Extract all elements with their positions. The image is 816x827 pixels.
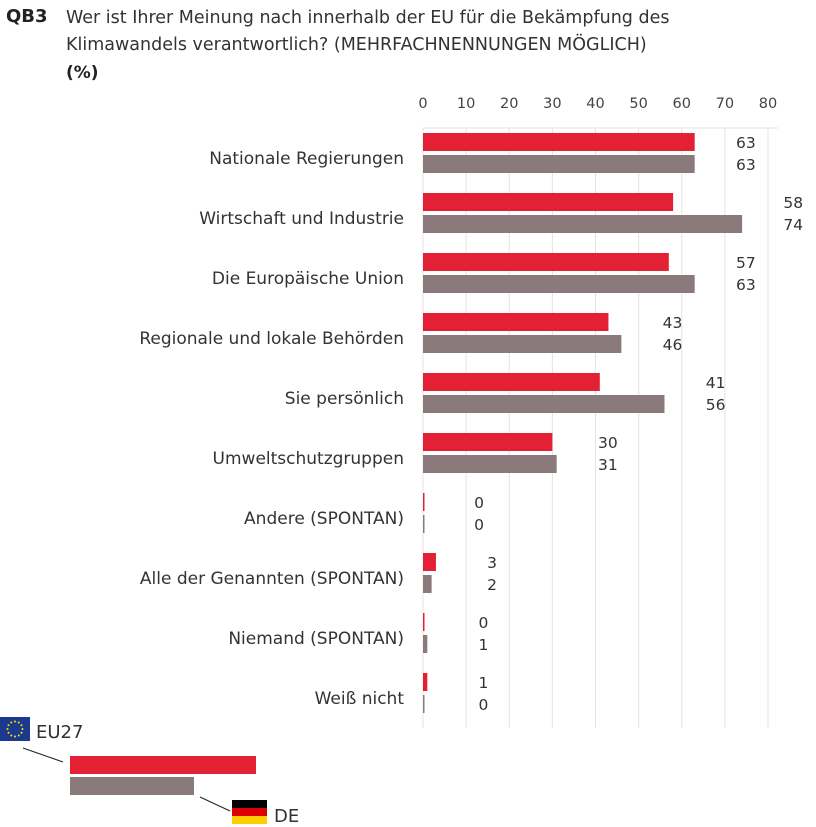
- category-label: Regionale und lokale Behörden: [139, 329, 404, 349]
- de-flag-icon: [232, 800, 267, 824]
- eu-flag-icon: [0, 717, 30, 741]
- bar-eu27: [423, 553, 436, 571]
- bar-eu27: [423, 613, 425, 631]
- x-tick-label: 80: [759, 96, 777, 112]
- category-label: Sie persönlich: [285, 389, 404, 409]
- value-label-eu27: 58: [783, 194, 803, 212]
- category-group: Andere (SPONTAN) 0 0: [244, 493, 484, 534]
- legend-leader-line: [199, 796, 231, 812]
- legend-leader-line: [22, 747, 64, 763]
- legend-label-eu27: EU27: [36, 722, 83, 743]
- bar-eu27: [423, 673, 428, 691]
- x-tick-label: 60: [673, 96, 691, 112]
- value-label-de: 63: [736, 156, 756, 174]
- category-group: Sie persönlich 41 56: [285, 373, 726, 414]
- category-label: Andere (SPONTAN): [244, 509, 404, 529]
- category-label: Umweltschutzgruppen: [213, 449, 404, 469]
- category-group: Nationale Regierungen 63 63: [209, 133, 756, 174]
- bar-de: [423, 395, 665, 413]
- value-label-de: 56: [706, 396, 726, 414]
- bar-de: [423, 515, 425, 533]
- bar-de: [423, 215, 743, 233]
- bar-eu27: [423, 373, 600, 391]
- category-label: Nationale Regierungen: [209, 149, 404, 169]
- x-tick-label: 10: [457, 96, 475, 112]
- value-label-de: 31: [598, 456, 618, 474]
- unit-label: (%): [66, 63, 99, 83]
- bar-eu27: [423, 493, 425, 511]
- x-tick-label: 20: [500, 96, 518, 112]
- category-group: Die Europäische Union 57 63: [212, 253, 756, 294]
- chart-title: Wer ist Ihrer Meinung nach innerhalb der…: [66, 8, 670, 55]
- value-label-eu27: 41: [706, 374, 726, 392]
- category-group: Niemand (SPONTAN) 0 1: [228, 613, 488, 654]
- legend-swatch-de: [70, 777, 194, 795]
- value-label-eu27: 1: [478, 674, 488, 692]
- x-tick-label: 70: [716, 96, 734, 112]
- bar-de: [423, 275, 695, 293]
- bar-de: [423, 635, 428, 653]
- category-label: Niemand (SPONTAN): [228, 629, 404, 649]
- bar-eu27: [423, 433, 553, 451]
- legend-label-de: DE: [274, 806, 299, 827]
- question-code: QB3: [6, 6, 48, 27]
- value-label-de: 2: [487, 576, 497, 594]
- legend: EU27 DE: [0, 717, 299, 827]
- category-label: Alle der Genannten (SPONTAN): [140, 569, 404, 589]
- bars: Nationale Regierungen 63 63 Wirtschaft und …: [139, 133, 803, 714]
- value-label-de: 74: [783, 216, 803, 234]
- category-group: Alle der Genannten (SPONTAN) 3 2: [140, 553, 497, 594]
- x-tick-label: 30: [543, 96, 561, 112]
- category-group: Weiß nicht 1 0: [315, 673, 488, 714]
- bar-de: [423, 335, 622, 353]
- category-group: Wirtschaft und Industrie 58 74: [199, 193, 803, 234]
- x-tick-label: 0: [418, 96, 427, 112]
- value-label-eu27: 63: [736, 134, 756, 152]
- category-group: Umweltschutzgruppen 30 31: [213, 433, 618, 474]
- bar-de: [423, 575, 432, 593]
- category-label: Weiß nicht: [315, 689, 405, 709]
- bar-eu27: [423, 193, 674, 211]
- value-label-eu27: 3: [487, 554, 497, 572]
- bar-de: [423, 695, 425, 713]
- legend-swatch-eu27: [70, 756, 256, 774]
- x-tick-label: 40: [586, 96, 604, 112]
- category-label: Die Europäische Union: [212, 269, 404, 289]
- value-label-de: 1: [478, 636, 488, 654]
- value-label-de: 63: [736, 276, 756, 294]
- value-label-eu27: 43: [663, 314, 683, 332]
- category-label: Wirtschaft und Industrie: [199, 209, 404, 229]
- category-group: Regionale und lokale Behörden 43 46: [139, 313, 682, 354]
- tick-labels: 0 10 20 30 40 50 60 70 80: [418, 96, 777, 112]
- bar-eu27: [423, 133, 695, 151]
- value-label-eu27: 0: [478, 614, 488, 632]
- value-label-de: 46: [663, 336, 683, 354]
- value-label-de: 0: [478, 696, 488, 714]
- x-tick-label: 50: [629, 96, 647, 112]
- bar-eu27: [423, 253, 669, 271]
- value-label-eu27: 57: [736, 254, 756, 272]
- bar-de: [423, 155, 695, 173]
- value-label-eu27: 30: [598, 434, 618, 452]
- bar-eu27: [423, 313, 609, 331]
- value-label-de: 0: [474, 516, 484, 534]
- bar-de: [423, 455, 557, 473]
- value-label-eu27: 0: [474, 494, 484, 512]
